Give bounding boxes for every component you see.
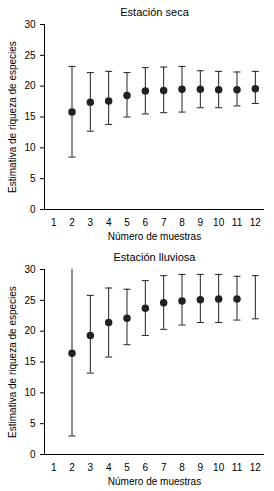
svg-text:5: 5 <box>30 418 36 429</box>
svg-text:7: 7 <box>161 462 167 473</box>
svg-text:10: 10 <box>24 387 36 398</box>
svg-text:Estación lluviosa: Estación lluviosa <box>114 251 197 263</box>
svg-text:Estimativa de riqueza de espec: Estimativa de riqueza de especies <box>7 286 18 438</box>
svg-text:11: 11 <box>232 217 243 228</box>
svg-text:8: 8 <box>179 217 185 228</box>
svg-text:25: 25 <box>24 50 36 61</box>
svg-text:5: 5 <box>124 217 130 228</box>
svg-text:12: 12 <box>250 462 262 473</box>
svg-text:30: 30 <box>24 264 36 275</box>
svg-text:8: 8 <box>179 462 185 473</box>
svg-text:10: 10 <box>24 142 36 153</box>
svg-text:20: 20 <box>24 325 36 336</box>
svg-text:Estimativa de riqueza de espec: Estimativa de riqueza de especies <box>7 41 18 193</box>
svg-text:6: 6 <box>143 217 149 228</box>
svg-text:25: 25 <box>24 295 36 306</box>
svg-text:5: 5 <box>30 173 36 184</box>
svg-text:9: 9 <box>198 217 204 228</box>
svg-text:15: 15 <box>24 356 36 367</box>
svg-text:0: 0 <box>30 449 36 460</box>
svg-text:10: 10 <box>213 217 225 228</box>
svg-text:12: 12 <box>250 217 262 228</box>
svg-text:11: 11 <box>232 462 243 473</box>
svg-text:3: 3 <box>88 462 94 473</box>
svg-text:7: 7 <box>161 217 167 228</box>
svg-text:9: 9 <box>198 462 204 473</box>
svg-text:3: 3 <box>88 217 94 228</box>
svg-text:Número de muestras: Número de muestras <box>108 231 201 242</box>
svg-text:4: 4 <box>106 462 112 473</box>
svg-text:10: 10 <box>213 462 225 473</box>
svg-text:5: 5 <box>124 462 130 473</box>
svg-text:30: 30 <box>24 19 36 30</box>
svg-text:20: 20 <box>24 80 36 91</box>
svg-text:0: 0 <box>30 204 36 215</box>
svg-text:1: 1 <box>51 462 57 473</box>
svg-text:2: 2 <box>69 462 75 473</box>
svg-text:6: 6 <box>143 462 149 473</box>
svg-text:1: 1 <box>51 217 57 228</box>
svg-text:2: 2 <box>69 217 75 228</box>
svg-text:15: 15 <box>24 111 36 122</box>
svg-text:4: 4 <box>106 217 112 228</box>
svg-text:Estación seca: Estación seca <box>120 6 189 18</box>
svg-text:Número de muestras: Número de muestras <box>108 476 201 487</box>
